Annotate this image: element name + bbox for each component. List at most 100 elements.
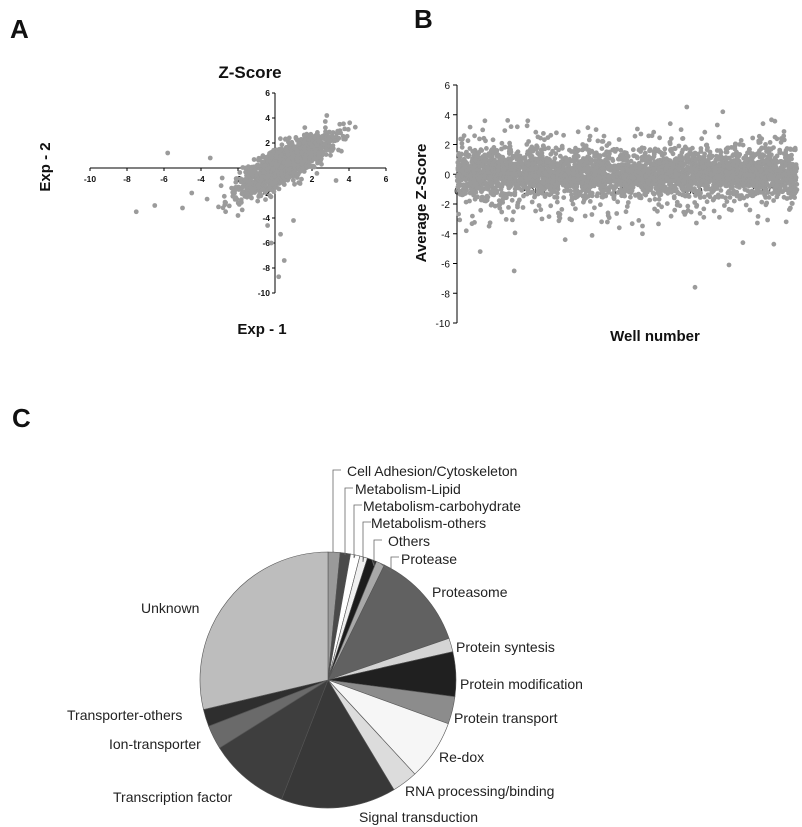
chart-b-point (746, 172, 751, 178)
chart-b-point (501, 169, 506, 175)
chart-b-point (607, 151, 612, 157)
chart-b-point (575, 173, 581, 179)
chart-b-point (681, 209, 687, 215)
chart-b-point (731, 198, 737, 204)
chart-b-y-tick-label: -8 (441, 289, 450, 300)
chart-b-point (696, 188, 702, 194)
chart-b-point (676, 166, 682, 172)
chart-b-point (573, 191, 578, 197)
chart-b-point (767, 140, 773, 145)
chart-b-point (571, 156, 577, 162)
chart-b-point (635, 126, 640, 132)
chart-b-point (755, 164, 761, 170)
chart-b-point (577, 166, 583, 171)
chart-b-point (614, 211, 620, 216)
chart-b-point (507, 175, 513, 181)
chart-b-point (686, 183, 692, 189)
chart-a-x-tick-label: -4 (197, 174, 205, 184)
chart-a-point (279, 164, 285, 170)
chart-a-point (308, 131, 314, 137)
chart-b-point (551, 189, 557, 195)
chart-a-point (281, 159, 287, 165)
chart-b-point (571, 178, 577, 184)
chart-b-point (770, 180, 775, 186)
chart-b-point (587, 133, 593, 139)
chart-b-point (699, 159, 705, 165)
chart-a-point (180, 205, 185, 211)
chart-b-point (564, 183, 570, 189)
chart-a-point (251, 186, 257, 192)
chart-b-point (695, 176, 700, 182)
chart-a-point (291, 145, 297, 151)
chart-a-point (302, 145, 307, 151)
chart-b-point (680, 163, 686, 168)
chart-b-point (693, 157, 699, 163)
chart-a-point (216, 204, 221, 210)
chart-b-point (682, 144, 688, 150)
chart-b-point (723, 155, 729, 160)
chart-a-point (234, 196, 240, 202)
chart-b-point (684, 193, 690, 199)
chart-a-point (339, 148, 344, 154)
chart-b-point (459, 158, 465, 164)
chart-b-point (778, 183, 783, 188)
chart-a-y-tick-label: -4 (262, 213, 270, 223)
chart-a-point (258, 193, 264, 199)
chart-b-point (647, 176, 652, 182)
chart-b-point (680, 178, 686, 184)
chart-b-point (493, 177, 498, 183)
chart-a-point (276, 186, 282, 192)
chart-a-point (253, 172, 259, 178)
chart-b-point (548, 161, 554, 167)
chart-b-point (537, 160, 543, 165)
chart-b-point (633, 164, 638, 170)
chart-b-point (762, 192, 768, 198)
chart-b-point (471, 173, 477, 179)
chart-b-point (500, 162, 505, 168)
chart-a-point (255, 198, 261, 204)
chart-a-point (189, 190, 195, 196)
chart-b-point (591, 178, 597, 184)
chart-b-point (632, 153, 638, 159)
chart-b-point (656, 196, 662, 202)
chart-b-point (781, 129, 787, 134)
chart-a-point (279, 142, 285, 148)
chart-b-point (636, 218, 642, 223)
chart-b-point (775, 191, 781, 197)
chart-a-point (299, 176, 304, 182)
chart-a-point (265, 178, 271, 184)
chart-a-x-tick-label: 4 (347, 174, 352, 184)
chart-b-point (517, 170, 523, 176)
chart-a-point (243, 169, 249, 175)
chart-b-point (670, 164, 676, 170)
chart-b-point (529, 167, 535, 173)
chart-b-point (755, 214, 761, 219)
chart-b-point (603, 157, 609, 163)
chart-b-point (764, 169, 769, 175)
chart-b-point (548, 151, 554, 157)
chart-a-point (239, 207, 245, 213)
chart-b-point (792, 188, 798, 193)
chart-a-point (232, 188, 237, 194)
chart-b-point (558, 153, 563, 159)
chart-b-point (637, 163, 643, 168)
chart-b-point (484, 183, 489, 189)
chart-b-point (740, 180, 746, 186)
chart-b-point (656, 160, 662, 166)
chart-a-point (263, 155, 269, 160)
chart-b-point (537, 190, 543, 196)
chart-b-point (717, 167, 722, 173)
chart-a-point (279, 171, 284, 176)
chart-b-point (712, 160, 717, 166)
chart-b-point (731, 188, 737, 194)
chart-a-point (330, 143, 336, 149)
chart-a-y-tick-label: 6 (265, 88, 270, 98)
chart-a-point (292, 181, 297, 187)
chart-b-point (733, 164, 739, 169)
chart-b-point (528, 181, 533, 187)
chart-b-y-tick-label: -2 (441, 200, 450, 211)
chart-a-point (320, 135, 326, 140)
chart-b-point (724, 169, 729, 175)
chart-b-point (770, 191, 775, 197)
